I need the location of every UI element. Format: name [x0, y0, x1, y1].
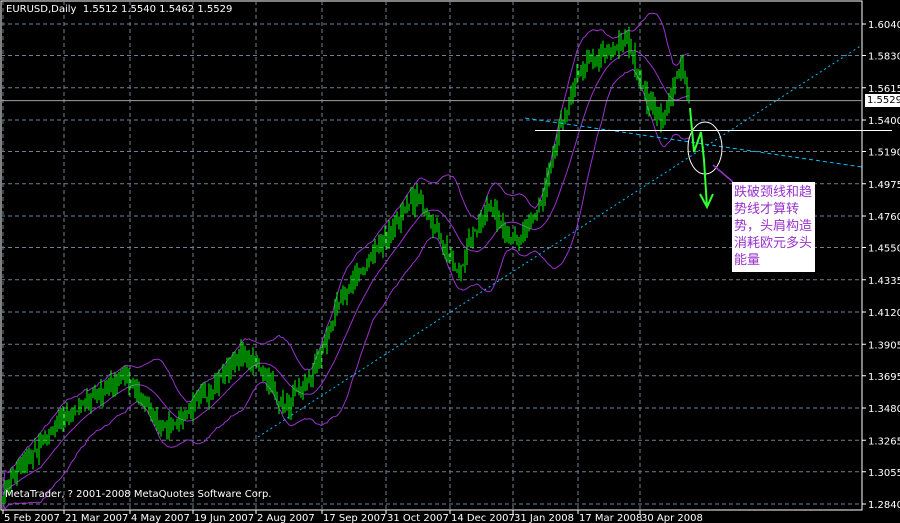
y-tick-label: 1.5615 [868, 84, 900, 95]
y-tick-label: 1.3055 [868, 468, 900, 479]
ohlc-readout: 1.5512 1.5540 1.5462 1.5529 [82, 4, 233, 15]
bollinger-lower [2, 68, 690, 511]
x-tick-label: 5 Feb 2007 [4, 513, 60, 523]
y-tick-label: 1.3265 [868, 436, 900, 447]
chart-border [0, 0, 863, 511]
chart-title: EURUSD,Daily 1.5512 1.5540 1.5462 1.5529 [6, 4, 233, 15]
y-tick-label: 1.3905 [868, 340, 900, 351]
arrow-head-icon [699, 193, 714, 210]
x-tick-label: 30 Apr 2008 [641, 513, 703, 523]
y-tick-label: 1.3480 [868, 404, 900, 415]
copyright-text: MetaTrader, ? 2001-2008 MetaQuotes Softw… [5, 489, 272, 500]
x-tick-label: 31 Jan 2008 [514, 513, 574, 523]
y-tick-label: 1.4335 [868, 276, 900, 287]
x-tick-label: 21 Mar 2007 [65, 513, 128, 523]
x-tick-label: 17 Mar 2008 [579, 513, 642, 523]
bollinger-upper [2, 12, 690, 491]
timeframe: Daily [51, 4, 77, 15]
y-tick-label: 1.4760 [868, 212, 900, 223]
uptrend-line [257, 44, 863, 438]
y-tick-label: 1.4550 [868, 244, 900, 255]
y-tick-label: 1.5830 [868, 52, 900, 63]
y-tick-label: 1.3695 [868, 372, 900, 383]
x-tick-label: 2 Aug 2007 [257, 513, 315, 523]
y-tick-label: 1.4975 [868, 180, 900, 191]
x-tick-label: 14 Dec 2007 [451, 513, 515, 523]
x-tick-label: 31 Oct 2007 [387, 513, 449, 523]
bollinger-middle [2, 49, 690, 497]
down-arrow-path [689, 107, 708, 208]
y-tick-label: 1.6040 [868, 20, 900, 31]
annotation-text-box[interactable]: 跌破颈线和趋势线才算转势，头肩构造消耗欧元多头能量 [732, 182, 815, 272]
callout-line [712, 164, 734, 183]
x-tick-label: 17 Sep 2007 [323, 513, 386, 523]
x-tick-label: 4 May 2007 [131, 513, 190, 523]
y-tick-label: 1.2840 [868, 500, 900, 511]
y-tick-label: 1.5400 [868, 116, 900, 127]
symbol: EURUSD [6, 4, 48, 15]
y-tick-label: 1.4120 [868, 308, 900, 319]
current-price-label: 1.5529 [865, 94, 900, 107]
x-tick-label: 19 Jun 2007 [194, 513, 254, 523]
y-tick-label: 1.5190 [868, 148, 900, 159]
